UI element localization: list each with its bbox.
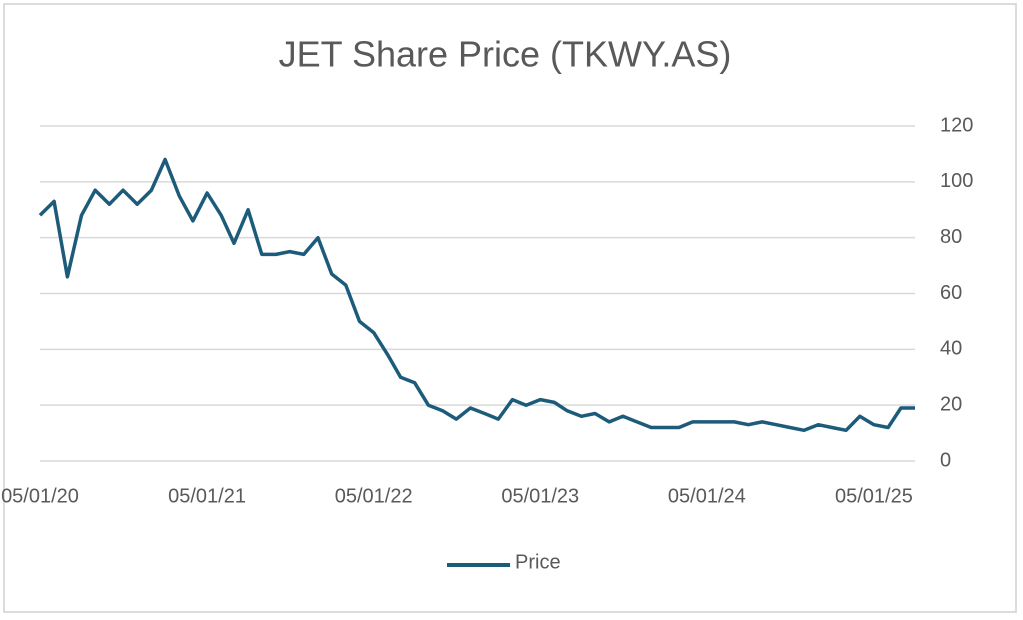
legend-label: Price — [515, 551, 561, 573]
x-tick-label: 05/01/23 — [501, 485, 579, 507]
x-tick-label: 05/01/24 — [668, 485, 746, 507]
y-tick-label: 0 — [940, 449, 951, 471]
chart-title: JET Share Price (TKWY.AS) — [279, 34, 732, 75]
y-tick-label: 80 — [940, 226, 962, 248]
y-tick-label: 20 — [940, 393, 962, 415]
x-tick-label: 05/01/22 — [335, 485, 413, 507]
y-tick-label: 100 — [940, 170, 973, 192]
chart-frame — [3, 3, 1017, 613]
price-line — [38, 157, 915, 433]
y-tick-label: 60 — [940, 282, 962, 304]
x-tick-label: 05/01/20 — [1, 485, 79, 507]
y-tick-label: 40 — [940, 338, 962, 360]
x-tick-label: 05/01/21 — [168, 485, 246, 507]
x-tick-label: 05/01/25 — [835, 485, 913, 507]
y-tick-label: 120 — [940, 114, 973, 136]
